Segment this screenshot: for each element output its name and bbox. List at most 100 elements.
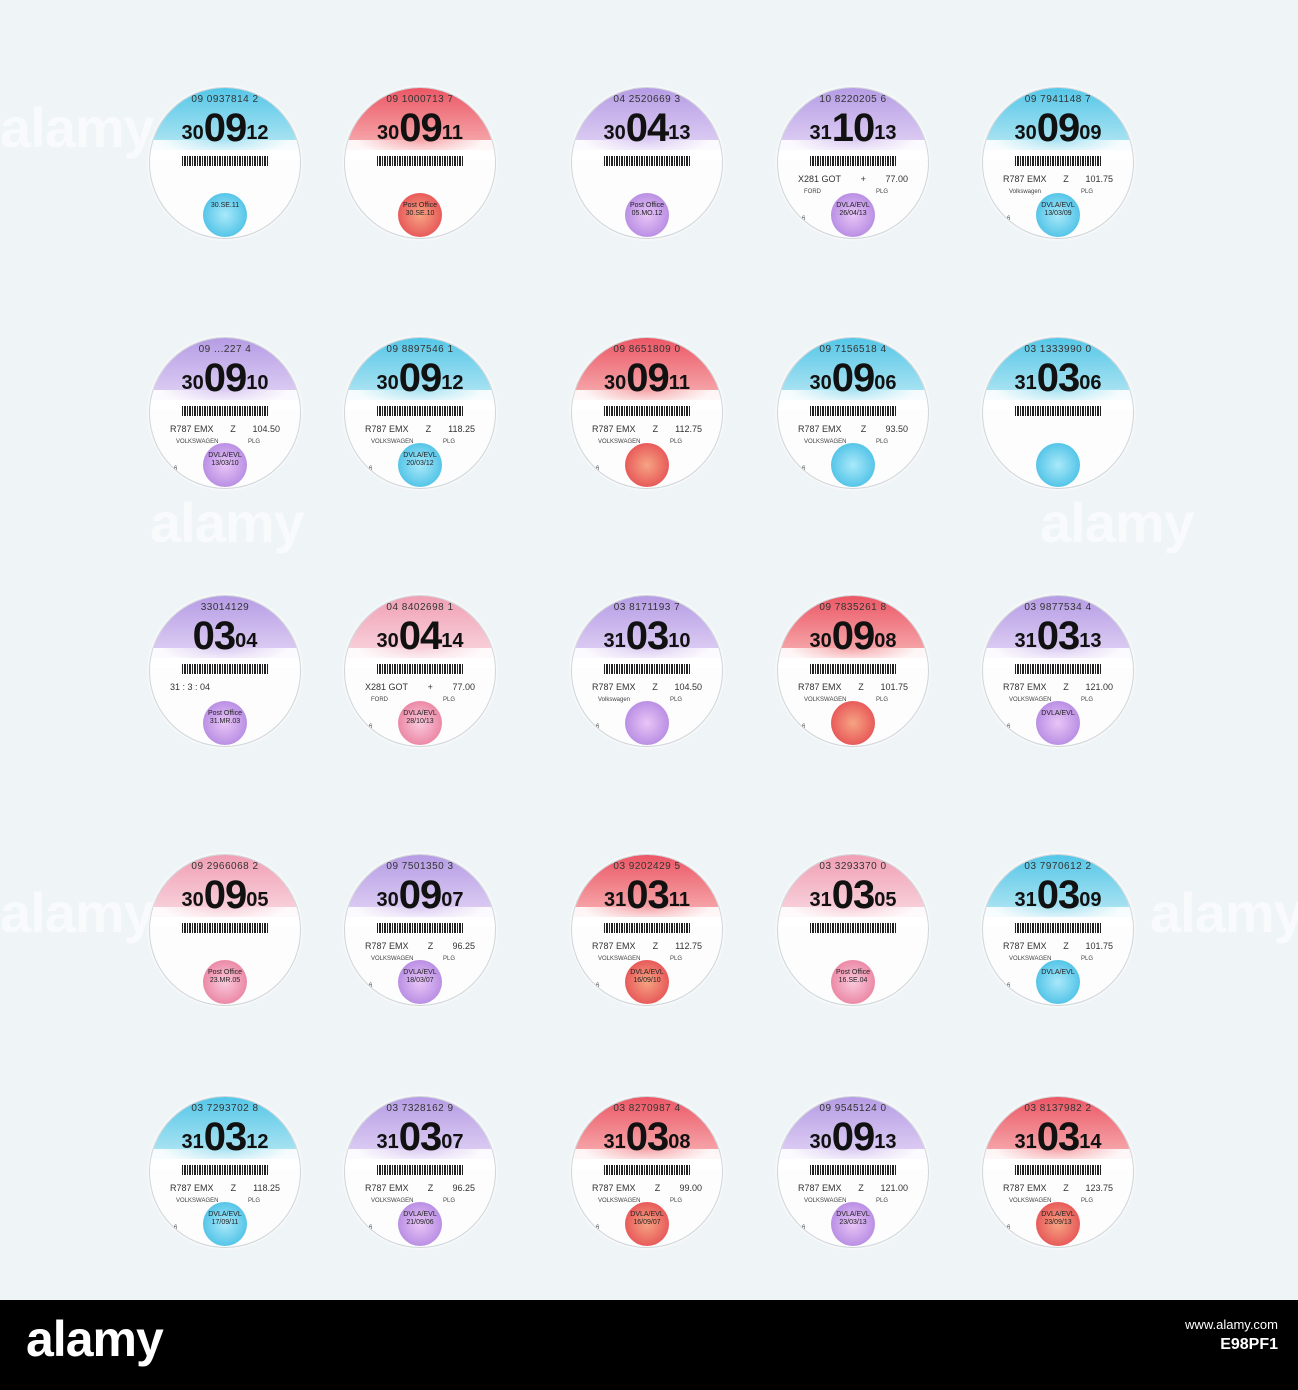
expiry-month: 03	[831, 873, 875, 917]
expiry-day: 31	[1014, 1131, 1037, 1153]
registration: R787 EMX	[1003, 682, 1047, 692]
vehicle-make: VOLKSWAGEN	[598, 1198, 641, 1204]
price: 118.25	[253, 1183, 280, 1193]
vehicle-make: FORD	[371, 697, 388, 703]
color-band	[778, 596, 928, 668]
expiry-day: 31	[181, 1131, 204, 1153]
expiry-day: 30	[376, 889, 399, 911]
image-url: www.alamy.com	[1185, 1317, 1278, 1332]
expiry-date: 310310	[572, 614, 722, 659]
serial-number: 09 7156518 4	[819, 344, 887, 355]
expiry-year: 11	[668, 889, 690, 911]
serial-number: 09 7835261 8	[819, 602, 887, 613]
registration: R787 EMX	[365, 1183, 409, 1193]
registration: R787 EMX	[1003, 1183, 1047, 1193]
price: 112.75	[675, 941, 702, 951]
expiry-date: 300912	[345, 356, 495, 401]
tax-band: Z	[230, 1183, 237, 1193]
registration: R787 EMX	[1003, 174, 1047, 184]
barcode	[1015, 664, 1101, 674]
barcode	[377, 1165, 463, 1175]
color-band	[983, 88, 1133, 160]
barcode	[810, 156, 896, 166]
registration: R787 EMX	[798, 424, 842, 434]
serial-number: 09 0937814 2	[191, 94, 259, 105]
registration-line: 31 : 3 : 04	[170, 682, 280, 692]
barcode	[377, 923, 463, 933]
color-band	[150, 338, 300, 410]
tax-disc: 09 1000713 7 300911 Post Office 30.SE.10	[345, 88, 495, 238]
registration-line: R787 EMX Z 121.00	[798, 1183, 908, 1193]
vehicle-make: VOLKSWAGEN	[371, 1198, 414, 1204]
stamp-label: DVLA/EVL	[1041, 969, 1075, 976]
issue-stamp: DVLA/EVL 17/09/11	[203, 1202, 247, 1246]
tax-band: Z	[654, 1183, 661, 1193]
stamp-label: DVLA/EVL	[836, 202, 870, 209]
tax-band: Z	[427, 941, 434, 951]
stamp-date: 17/09/11	[211, 1219, 239, 1227]
tax-disc: 03 8270987 4 310308 R787 EMX Z 99.00 VOLKSWAG…	[572, 1097, 722, 1247]
fuel-type: PLG	[442, 956, 455, 962]
tax-band: Z	[652, 424, 659, 434]
class-code: 6	[174, 466, 178, 472]
expiry-year: 08	[874, 630, 897, 652]
vehicle-make: VOLKSWAGEN	[1009, 956, 1052, 962]
tax-disc-photo: alamy alamy alamy alamy alamy 09 0937814…	[150, 88, 1195, 1247]
fuel-type: PLG	[669, 1198, 682, 1204]
class-code: 6	[369, 724, 373, 730]
tax-band: Z	[230, 424, 236, 434]
expiry-month: 09	[831, 1115, 875, 1159]
price: 93.50	[885, 424, 908, 434]
color-band	[345, 855, 495, 927]
expiry-day: 30	[809, 372, 832, 394]
vehicle-make: VOLKSWAGEN	[371, 439, 414, 445]
fuel-type: PLG	[1080, 956, 1093, 962]
stamp-label: Post Office	[629, 202, 665, 209]
expiry-day: 31	[376, 1131, 399, 1153]
color-band	[778, 855, 928, 927]
registration-line: R787 EMX Z 101.75	[1003, 941, 1113, 951]
stamp-label: Post Office	[835, 969, 871, 976]
vehicle-make: VOLKSWAGEN	[1009, 1198, 1052, 1204]
barcode	[604, 923, 690, 933]
expiry-year: 09	[1079, 122, 1102, 144]
vehicle-make: VOLKSWAGEN	[804, 1198, 847, 1204]
expiry-day: 30	[1014, 122, 1037, 144]
expiry-day: 31	[1014, 889, 1037, 911]
expiry-date: 310313	[983, 614, 1133, 659]
color-band	[983, 1097, 1133, 1169]
class-code: 6	[174, 1225, 178, 1231]
barcode	[377, 406, 463, 416]
fuel-type: PLG	[442, 439, 455, 445]
tax-band: Z	[858, 682, 864, 692]
issue-stamp: DVLA/EVL 21/09/06	[398, 1202, 442, 1246]
issue-stamp: DVLA/EVL 16/09/07	[625, 1202, 669, 1246]
vehicle-make: VOLKSWAGEN	[1009, 697, 1052, 703]
class-code: 6	[802, 1225, 806, 1231]
stamp-label: DVLA/EVL	[208, 452, 242, 459]
fuel-type: PLG	[875, 1198, 888, 1204]
expiry-day: 30	[181, 372, 204, 394]
barcode	[604, 156, 690, 166]
watermark: alamy	[150, 491, 305, 554]
tax-disc: 09 7835261 8 300908 R787 EMX Z 101.75 VOLKSWA…	[778, 596, 928, 746]
issue-stamp: DVLA/EVL 23/09/13	[1036, 1202, 1080, 1246]
expiry-month: 03	[1036, 356, 1080, 400]
barcode	[1015, 156, 1101, 166]
vehicle-make: Volkswagen	[598, 697, 631, 703]
vehicle-make: VOLKSWAGEN	[598, 956, 641, 962]
vehicle-make: VOLKSWAGEN	[804, 697, 847, 703]
issue-stamp	[831, 443, 875, 487]
tax-band: +	[427, 682, 433, 692]
vehicle-make: Volkswagen	[1009, 189, 1042, 195]
stamp-date: 30.SE.10	[405, 210, 435, 218]
registration: X281 GOT	[365, 682, 409, 692]
issue-stamp: Post Office 30.SE.10	[398, 193, 442, 237]
tax-disc: 09 7501350 3 300907 R787 EMX Z 96.25 VOLKSWAG…	[345, 855, 495, 1005]
registration-line: R787 EMX Z 93.50	[798, 424, 908, 434]
expiry-day: 31	[1014, 630, 1037, 652]
vehicle-make: FORD	[804, 189, 821, 195]
price: 101.75	[880, 682, 908, 692]
watermark: alamy	[1040, 491, 1195, 554]
expiry-month: 09	[398, 356, 442, 400]
